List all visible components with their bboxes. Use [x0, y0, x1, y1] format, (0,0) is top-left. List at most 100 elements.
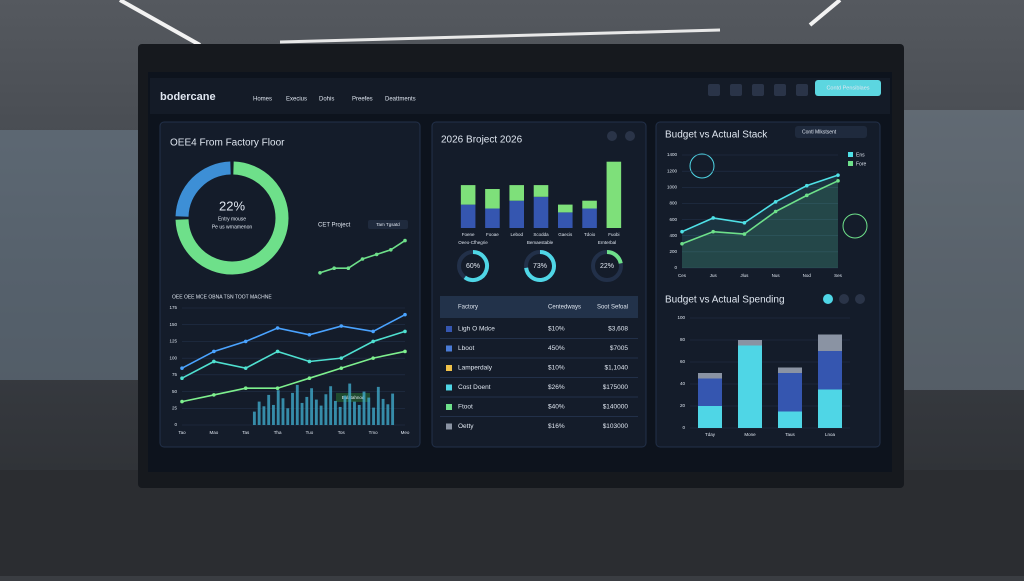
bar-segment: [738, 345, 762, 428]
ceiling-light: [279, 28, 721, 44]
bar-segment: [778, 367, 802, 373]
button-bg[interactable]: [815, 80, 881, 96]
window: [900, 110, 1024, 390]
line: [681, 180, 839, 245]
point: [307, 376, 312, 381]
gauge-arc: [606, 250, 623, 264]
table-header: [440, 296, 638, 318]
bar: [353, 401, 356, 425]
bar-segment: [606, 161, 622, 228]
point: [180, 376, 184, 381]
toolbar-icons[interactable]: [607, 84, 865, 304]
nav-item[interactable]: Execius: [286, 97, 307, 103]
icon: [842, 213, 868, 239]
icon: [689, 153, 715, 179]
bar: [305, 396, 309, 425]
point: [371, 329, 375, 334]
point: [339, 366, 344, 370]
x-tick-label: Nus: [772, 273, 781, 278]
y-tick-label: 20: [680, 403, 686, 408]
dropdown-bg[interactable]: [795, 126, 867, 138]
button[interactable]: Contd Pensiblaes: [826, 85, 869, 91]
table-cell: $40%: [548, 404, 565, 411]
x-tick-label: Tday: [705, 432, 716, 437]
table-cell: $10%: [548, 365, 565, 372]
window: [0, 130, 140, 380]
bar-segment: [582, 208, 597, 228]
y-tick-label: 0: [174, 422, 177, 427]
table-cell: Lamperdaly: [458, 365, 493, 372]
bar-segment: [698, 373, 722, 379]
mini-button-bg[interactable]: [368, 220, 408, 229]
point: [403, 349, 407, 354]
x-tick-label: Meo: [401, 430, 410, 435]
x-tick-label: Foene: [462, 232, 475, 237]
gauge-label: 22%: [600, 263, 614, 270]
point: [836, 179, 840, 183]
bar: [272, 404, 275, 425]
y-tick-label: 0: [682, 425, 685, 430]
bar: [257, 401, 261, 425]
table-cell: $140000: [603, 404, 629, 411]
table-cell: Cost Doent: [458, 384, 491, 391]
y-tick-label: 200: [669, 249, 677, 254]
point: [836, 173, 840, 177]
bar-segment: [778, 373, 802, 412]
point: [403, 312, 407, 317]
y-tick-label: 0: [674, 265, 677, 270]
legend-label: Ens: [856, 152, 865, 158]
table-cell: 450%: [548, 345, 565, 352]
gauge-arc: [524, 250, 556, 282]
point: [680, 229, 684, 234]
row-icon: [446, 345, 452, 352]
nav-item[interactable]: Preefes: [352, 97, 373, 103]
nav-bar: [150, 78, 890, 114]
mini-title: CET Project: [318, 223, 351, 229]
bar-segment: [738, 340, 762, 346]
nav-item[interactable]: Dohis: [319, 97, 334, 103]
dropdown[interactable]: Contl Mlkstsent: [802, 129, 837, 135]
panel-title: 2026 Broject 2026: [441, 135, 523, 146]
bar-segment: [460, 204, 476, 228]
panel-title: OEE4 From Factory Floor: [170, 138, 285, 149]
x-tick-label: Tos: [338, 430, 346, 435]
point: [275, 386, 280, 391]
column-header: Factory: [458, 305, 478, 311]
x-tick-label: Mone: [744, 432, 756, 437]
bar: [276, 390, 280, 425]
nav-item[interactable]: Deattments: [385, 97, 416, 103]
row-icon: [446, 404, 452, 410]
point: [360, 257, 365, 261]
x-tick-label: Mao: [209, 430, 218, 435]
bar: [319, 405, 323, 425]
point: [212, 359, 216, 364]
legend-tag: Bulatahnod: [342, 395, 365, 400]
y-tick-label: 1200: [667, 168, 678, 173]
y-tick-label: 125: [169, 339, 177, 344]
y-tick-label: 100: [169, 355, 177, 360]
y-tick-label: 150: [169, 322, 177, 327]
point: [374, 252, 379, 257]
bar: [300, 402, 304, 425]
mini-button[interactable]: Tam Tgsatd: [376, 222, 400, 227]
y-tick-label: 80: [680, 337, 686, 342]
x-tick-label: Tmo: [369, 430, 378, 435]
gauge-label: 73%: [533, 263, 547, 270]
nav-item[interactable]: Homes: [253, 97, 272, 103]
point: [742, 221, 747, 225]
legend-tag-bg: [336, 393, 370, 402]
point: [389, 248, 393, 252]
gauge-title: Oeeo-Cfhegrie: [458, 240, 488, 245]
y-tick-label: 1400: [667, 152, 678, 157]
center-value: 22%: [219, 198, 245, 213]
point: [371, 356, 375, 360]
bar: [381, 398, 385, 425]
y-tick-label: 175: [169, 305, 177, 310]
table-cell: Lboot: [458, 345, 474, 352]
bar-segment: [533, 196, 549, 228]
point: [307, 359, 312, 364]
table-cell: $3,608: [608, 326, 628, 333]
bar: [386, 404, 390, 425]
x-tick-label: Jus: [710, 273, 718, 278]
y-tick-label: 60: [680, 359, 686, 364]
